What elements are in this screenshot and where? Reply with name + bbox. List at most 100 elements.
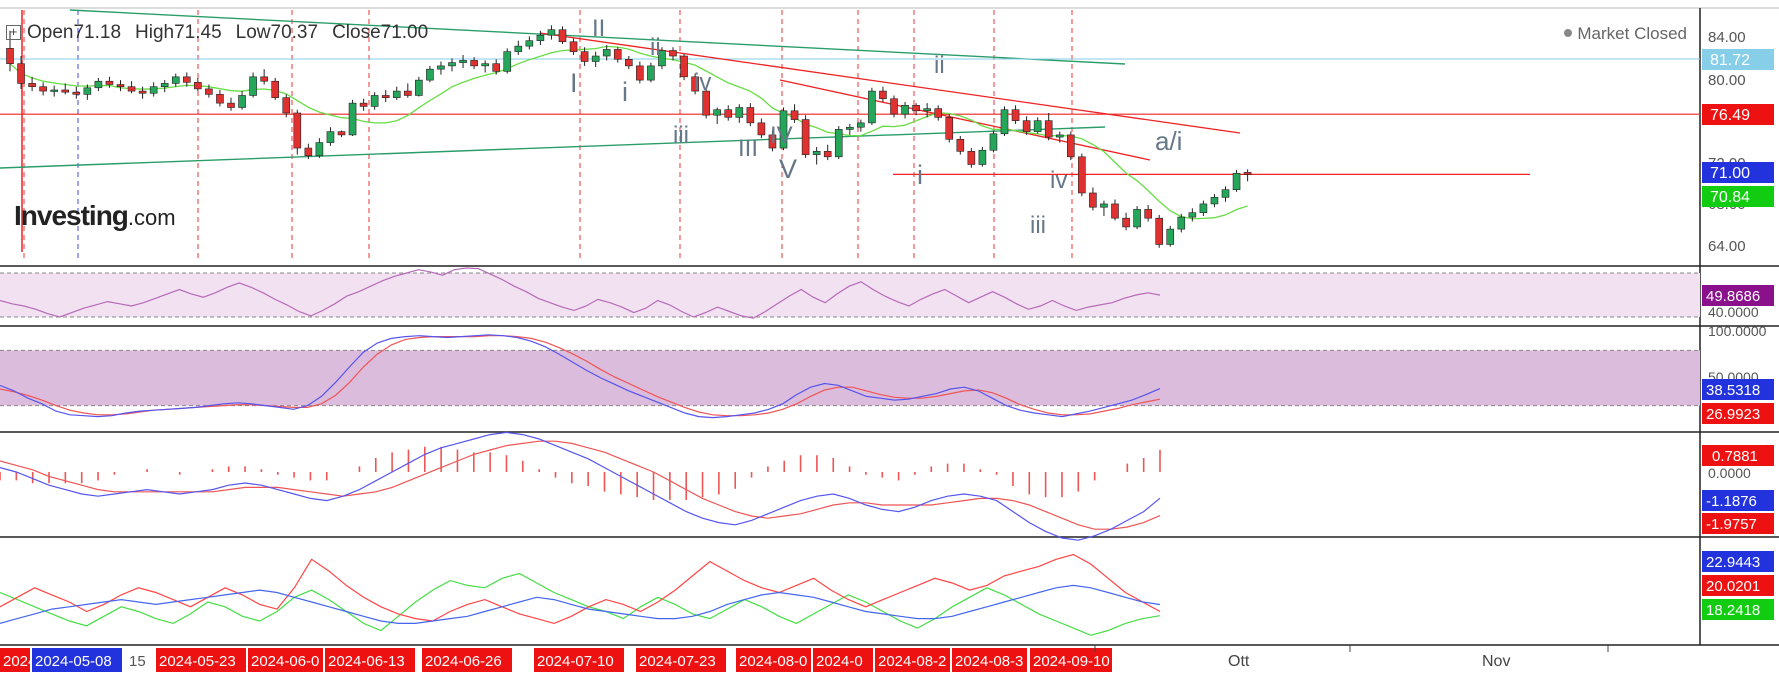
candle bbox=[680, 53, 688, 81]
candle-body bbox=[1100, 203, 1108, 208]
di-plus-value: 18.2418 bbox=[1706, 602, 1760, 619]
wave-label: a/i bbox=[1155, 126, 1182, 156]
candle-body bbox=[171, 76, 180, 84]
price-tag-label: 81.72 bbox=[1710, 52, 1750, 69]
di-plus-tag bbox=[1702, 599, 1774, 620]
add-indicator-icon[interactable]: + bbox=[6, 25, 21, 40]
candle bbox=[448, 58, 456, 72]
candle bbox=[658, 47, 666, 70]
candle bbox=[1177, 213, 1186, 233]
candle bbox=[890, 95, 898, 118]
candle-body bbox=[1089, 192, 1097, 208]
adx-tag bbox=[1702, 551, 1774, 572]
wave-label: iii bbox=[673, 122, 689, 149]
candle bbox=[834, 126, 843, 160]
price-tag bbox=[1702, 104, 1774, 125]
wave-label: i bbox=[917, 160, 923, 190]
candle bbox=[569, 38, 578, 55]
candle-body bbox=[1111, 203, 1119, 219]
candle-body bbox=[28, 83, 36, 87]
candle bbox=[525, 36, 534, 50]
macd-signal-line bbox=[0, 440, 1161, 530]
candle bbox=[1122, 212, 1130, 231]
stoch-k-tag bbox=[1702, 379, 1774, 400]
date-label-box bbox=[325, 648, 415, 672]
candle-body bbox=[94, 80, 103, 89]
candle bbox=[348, 99, 357, 136]
candle bbox=[183, 72, 191, 87]
candle-body bbox=[735, 107, 744, 118]
candle bbox=[83, 84, 92, 100]
macd-tag bbox=[1702, 490, 1774, 511]
moving-average-line bbox=[9, 45, 1248, 220]
candle bbox=[94, 77, 103, 92]
wave-label: i bbox=[622, 77, 628, 107]
candle-body bbox=[580, 51, 589, 62]
candle-body bbox=[636, 65, 644, 81]
price-tag-label: 71.00 bbox=[1710, 165, 1750, 182]
candle-body bbox=[1078, 156, 1086, 194]
candle bbox=[17, 56, 25, 89]
candle bbox=[72, 86, 81, 99]
date-label-box bbox=[636, 648, 726, 672]
macd-hist-tag bbox=[1702, 445, 1774, 466]
candle bbox=[967, 148, 976, 168]
candle bbox=[779, 107, 788, 151]
candle-body bbox=[127, 86, 136, 92]
candle bbox=[1221, 186, 1230, 202]
candle bbox=[492, 59, 501, 75]
date-label: 15 bbox=[129, 653, 146, 670]
candle bbox=[1033, 117, 1042, 134]
candle-body bbox=[989, 133, 998, 151]
candle-body bbox=[503, 51, 512, 72]
candle-body bbox=[304, 147, 313, 157]
candle-body bbox=[934, 108, 943, 118]
candle-body bbox=[1122, 217, 1130, 228]
high-value: 71.45 bbox=[174, 22, 222, 43]
candle-body bbox=[1044, 120, 1053, 138]
candle bbox=[171, 73, 180, 87]
candle bbox=[470, 57, 478, 70]
candle bbox=[868, 87, 876, 126]
candle bbox=[724, 105, 733, 121]
stoch-d-value: 26.9923 bbox=[1706, 406, 1760, 423]
candle-body bbox=[1155, 217, 1163, 245]
candle-body bbox=[216, 94, 224, 104]
candle-body bbox=[194, 82, 202, 90]
candle-body bbox=[1221, 189, 1230, 198]
candle bbox=[315, 138, 324, 158]
candle-body bbox=[978, 149, 987, 165]
rsi-line bbox=[0, 267, 1161, 319]
candle bbox=[481, 60, 489, 73]
candle-body bbox=[105, 80, 114, 85]
close-label: Close bbox=[332, 22, 381, 43]
candle-body bbox=[437, 65, 445, 70]
candle bbox=[337, 130, 346, 138]
candle-body bbox=[337, 131, 346, 136]
wave-label: iv bbox=[1050, 167, 1067, 194]
candle-body bbox=[326, 131, 335, 143]
candle bbox=[271, 77, 280, 100]
candle-body bbox=[547, 29, 556, 36]
price-tag bbox=[1702, 162, 1774, 183]
candle bbox=[260, 69, 268, 85]
candle bbox=[669, 47, 677, 61]
candle-body bbox=[713, 109, 722, 116]
candle-body bbox=[39, 86, 47, 92]
candle-body bbox=[669, 50, 677, 57]
candle-body bbox=[1144, 209, 1152, 219]
candle-body bbox=[83, 87, 92, 95]
candle-body bbox=[879, 90, 887, 100]
candle-body bbox=[647, 65, 655, 81]
candle bbox=[746, 103, 755, 127]
date-label: 2024-08-0 bbox=[739, 653, 807, 670]
candle-body bbox=[149, 86, 158, 94]
month-label: Nov bbox=[1482, 653, 1510, 670]
candle-body bbox=[1011, 109, 1020, 121]
di-minus-value: 20.0201 bbox=[1706, 578, 1760, 595]
price-tag-label: 76.49 bbox=[1710, 107, 1750, 124]
candle bbox=[845, 123, 854, 135]
candle-body bbox=[1188, 212, 1197, 218]
status-dot-icon bbox=[1564, 29, 1573, 37]
